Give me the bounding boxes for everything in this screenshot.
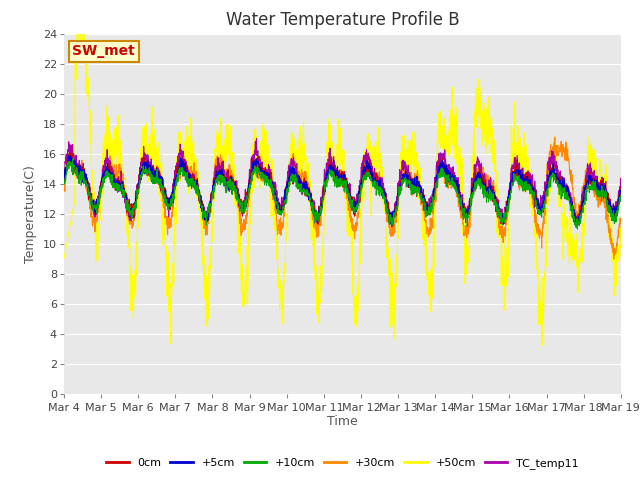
X-axis label: Time: Time: [327, 415, 358, 429]
Y-axis label: Temperature(C): Temperature(C): [24, 165, 37, 263]
Text: SW_met: SW_met: [72, 44, 135, 59]
Title: Water Temperature Profile B: Water Temperature Profile B: [225, 11, 460, 29]
Legend: 0cm, +5cm, +10cm, +30cm, +50cm, TC_temp11: 0cm, +5cm, +10cm, +30cm, +50cm, TC_temp1…: [102, 453, 583, 473]
